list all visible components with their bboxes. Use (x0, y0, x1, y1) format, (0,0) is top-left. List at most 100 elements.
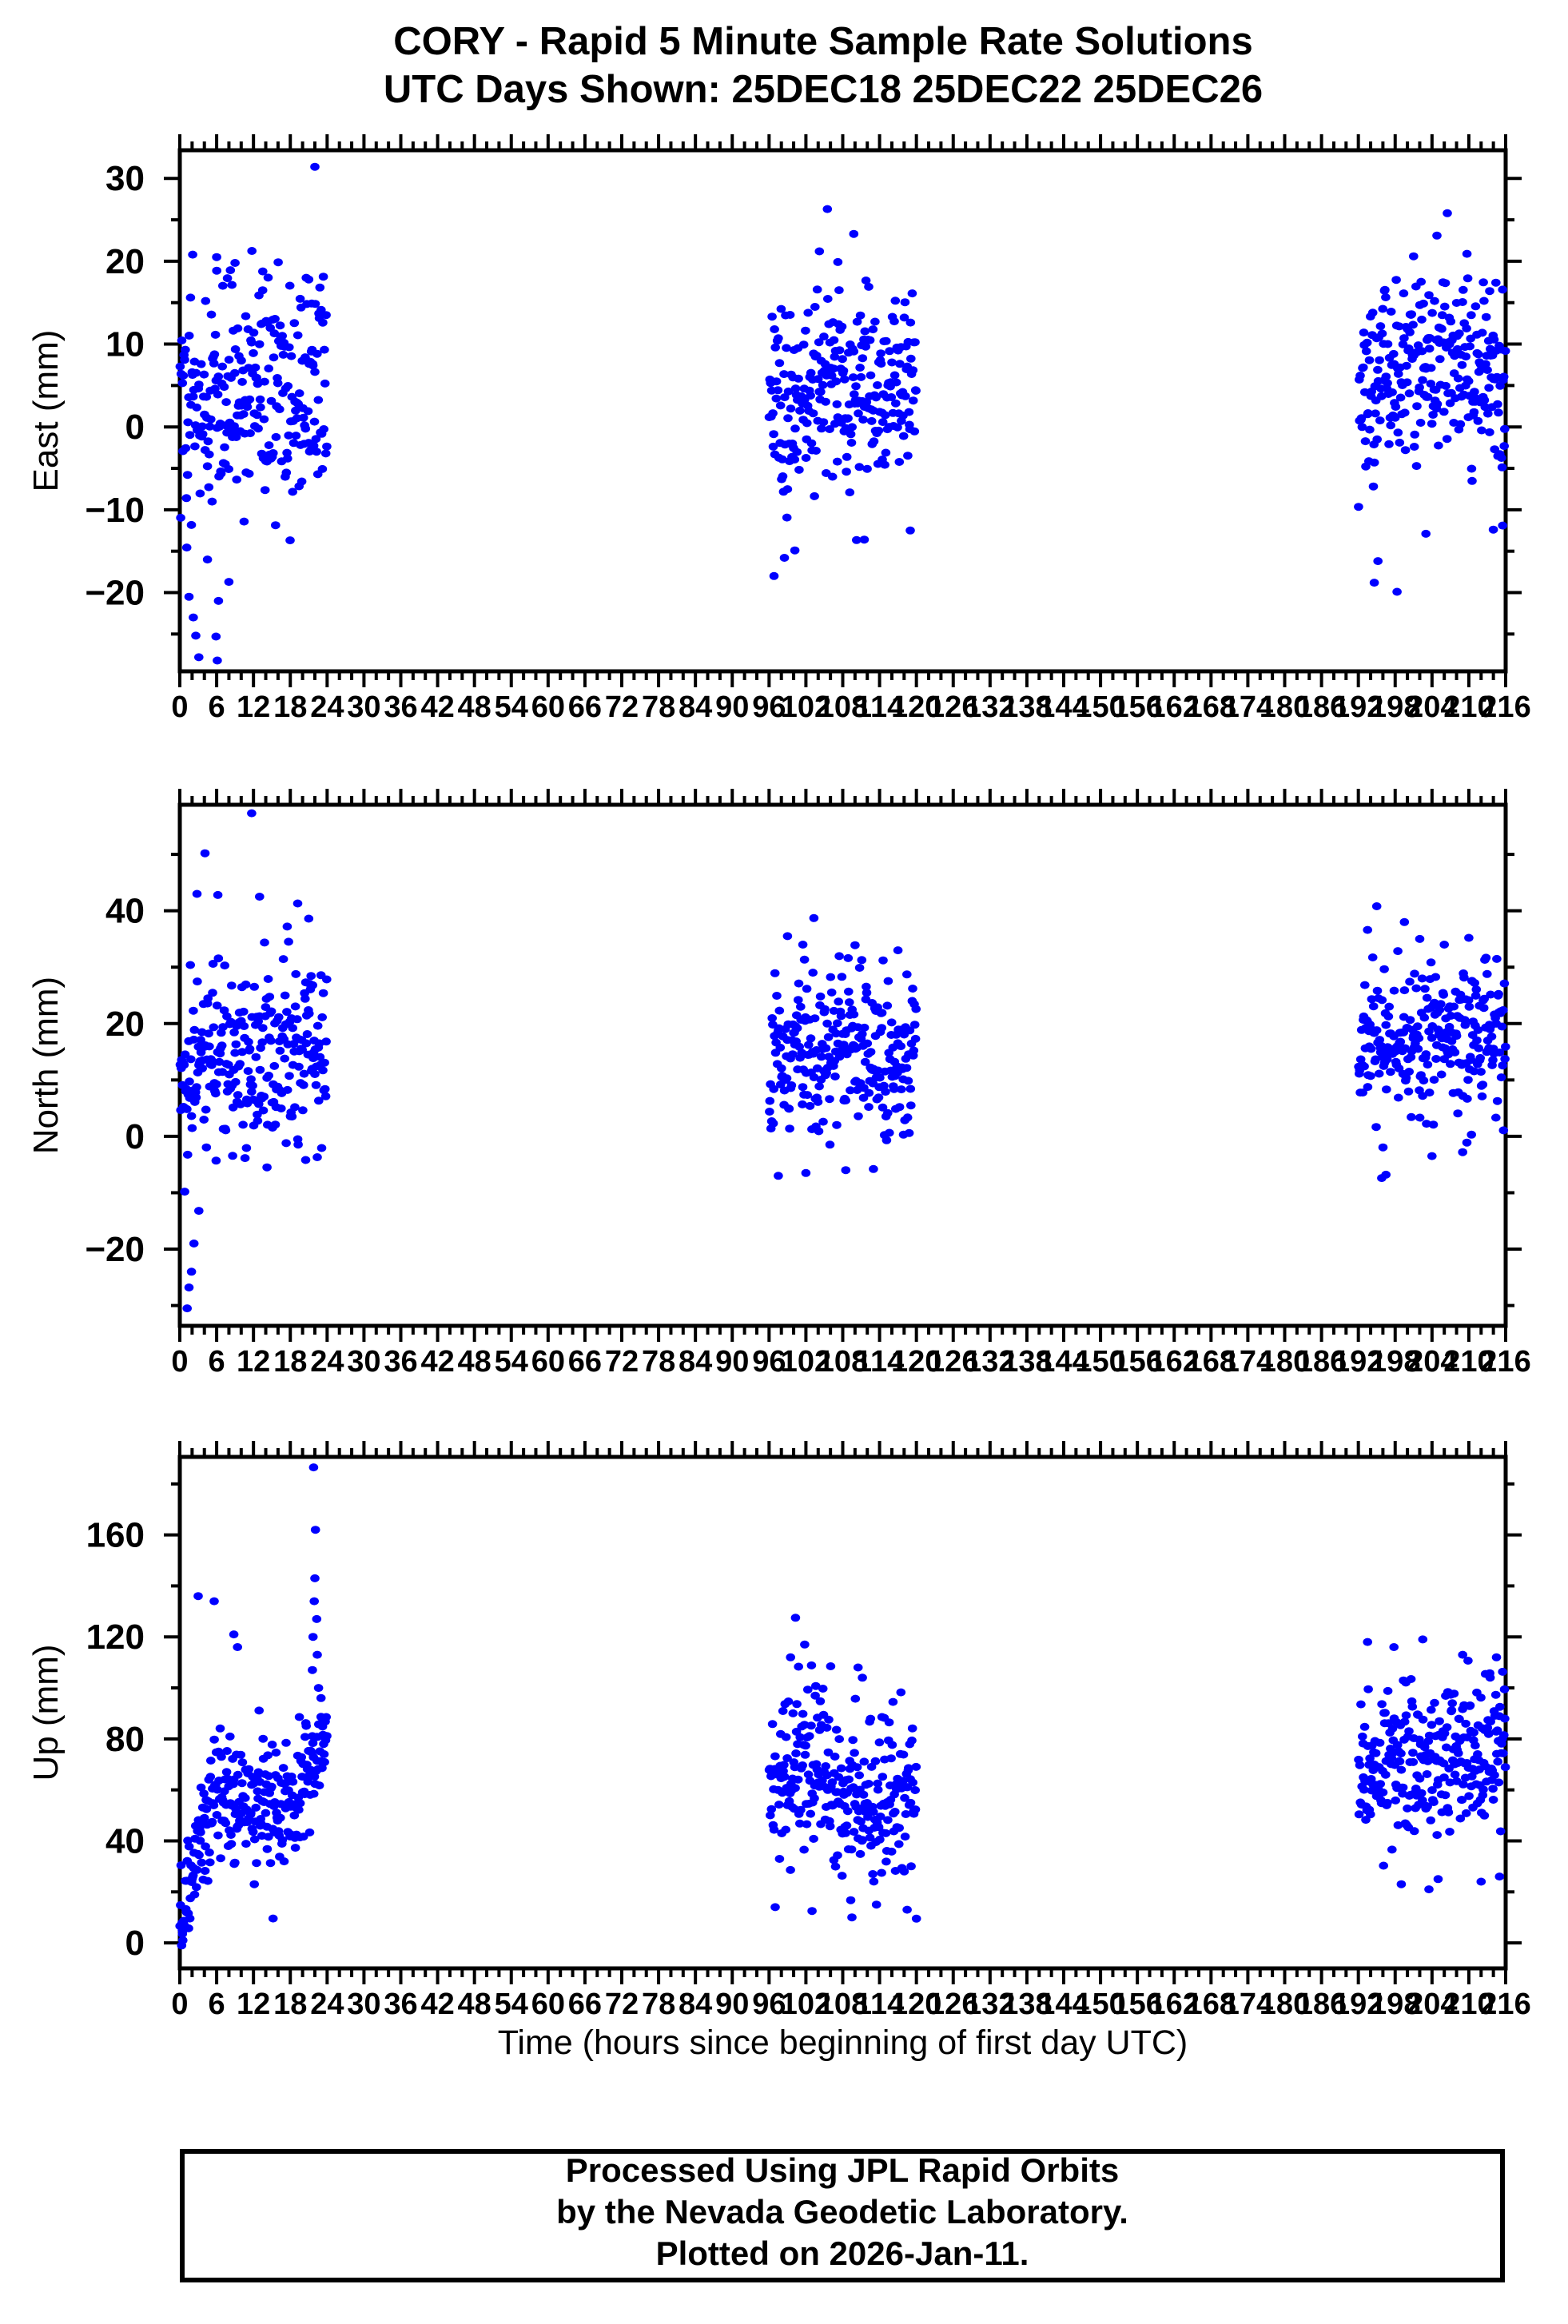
data-point (285, 343, 294, 352)
data-point (225, 1732, 235, 1741)
data-point (864, 1103, 874, 1112)
data-point (244, 1765, 254, 1773)
data-point (911, 1005, 921, 1013)
data-point (1446, 1012, 1456, 1020)
data-point (1469, 1067, 1479, 1076)
data-point (189, 1025, 200, 1034)
data-point (1359, 363, 1368, 372)
data-point (231, 433, 241, 441)
data-point (291, 406, 300, 415)
y-tick-label: 40 (105, 892, 145, 931)
data-point (909, 427, 920, 436)
data-point (795, 1819, 805, 1828)
north-axis-label: North (mm) (26, 977, 66, 1154)
data-point (317, 1764, 327, 1773)
data-point-outlier (310, 1574, 320, 1582)
data-point (1386, 308, 1396, 316)
data-point (776, 304, 786, 313)
data-point (241, 980, 251, 989)
data-point (213, 1785, 222, 1794)
data-point (832, 1788, 842, 1797)
data-point-outlier (1409, 252, 1419, 261)
east-axis-label: East (mm) (26, 330, 66, 492)
data-point (197, 1858, 207, 1867)
data-point (1447, 1037, 1457, 1045)
data-point (768, 442, 778, 451)
footer-line3: Plotted on 2026-Jan-11. (655, 2234, 1029, 2272)
data-point-outlier (184, 592, 194, 601)
x-tick-label: 48 (458, 1345, 491, 1379)
data-point (192, 1865, 202, 1874)
x-tick-label: 54 (495, 1988, 528, 2021)
data-point (862, 982, 871, 991)
data-point (274, 1013, 284, 1021)
data-point (1477, 426, 1486, 435)
data-point (1419, 1076, 1429, 1084)
x-tick-label: 180 (1260, 1345, 1310, 1379)
data-point (1500, 1763, 1510, 1772)
data-point-outlier (262, 1163, 272, 1172)
data-point (254, 1706, 265, 1715)
data-point (289, 1040, 299, 1049)
data-point (1498, 1061, 1507, 1070)
data-point (208, 989, 217, 997)
data-point (806, 392, 815, 400)
data-point (1428, 1120, 1439, 1129)
data-point (275, 1046, 285, 1055)
data-point (211, 1089, 221, 1098)
data-point (204, 1029, 213, 1038)
x-tick-label: 60 (531, 1345, 565, 1379)
data-point (816, 388, 826, 396)
data-point (836, 1764, 846, 1773)
data-point (794, 465, 804, 474)
x-tick-label: 174 (1223, 1988, 1273, 2021)
data-point (1440, 302, 1450, 311)
data-point (878, 1773, 888, 1781)
data-point (244, 469, 254, 478)
data-point (901, 1810, 911, 1818)
data-point-outlier (211, 632, 221, 641)
data-point (769, 1825, 779, 1834)
x-tick-label: 150 (1075, 1345, 1125, 1379)
data-point (849, 1010, 859, 1019)
data-point (770, 343, 780, 352)
data-point (263, 1751, 273, 1760)
data-point-outlier (177, 1926, 187, 1935)
data-point (900, 1793, 909, 1802)
data-point (233, 1091, 243, 1100)
data-point (810, 303, 820, 311)
data-point (269, 449, 278, 457)
data-point (1372, 435, 1382, 444)
data-point (215, 1724, 225, 1733)
data-point (294, 1805, 304, 1814)
data-point (775, 1043, 786, 1052)
data-point (1416, 1789, 1427, 1797)
data-point (181, 444, 191, 452)
data-point-outlier (189, 613, 198, 622)
data-point (885, 347, 894, 356)
data-point (911, 386, 921, 395)
data-point (782, 513, 792, 522)
data-point (1442, 1743, 1451, 1752)
data-point (1494, 408, 1503, 417)
data-point (225, 266, 236, 275)
data-point (1486, 1033, 1497, 1041)
data-point (1465, 1701, 1475, 1709)
data-point (248, 1081, 257, 1090)
data-point (278, 1764, 289, 1773)
data-point (1439, 1759, 1449, 1768)
east-subplot: 0 6 12 18 24 30 36 42 48 54 60 66 72 78 84 90 9610210811… (26, 134, 1531, 724)
x-tick-label: 138 (1001, 1345, 1052, 1379)
x-tick-label: 210 (1443, 1345, 1494, 1379)
x-tick-label: 192 (1333, 1988, 1383, 2021)
data-point (294, 1713, 304, 1721)
data-point (1387, 388, 1397, 396)
data-point (1430, 1698, 1439, 1707)
data-point (182, 471, 193, 480)
data-point (197, 1064, 207, 1072)
data-point (295, 294, 305, 303)
data-point (894, 1840, 904, 1848)
data-point (832, 400, 842, 408)
data-point (837, 322, 847, 331)
